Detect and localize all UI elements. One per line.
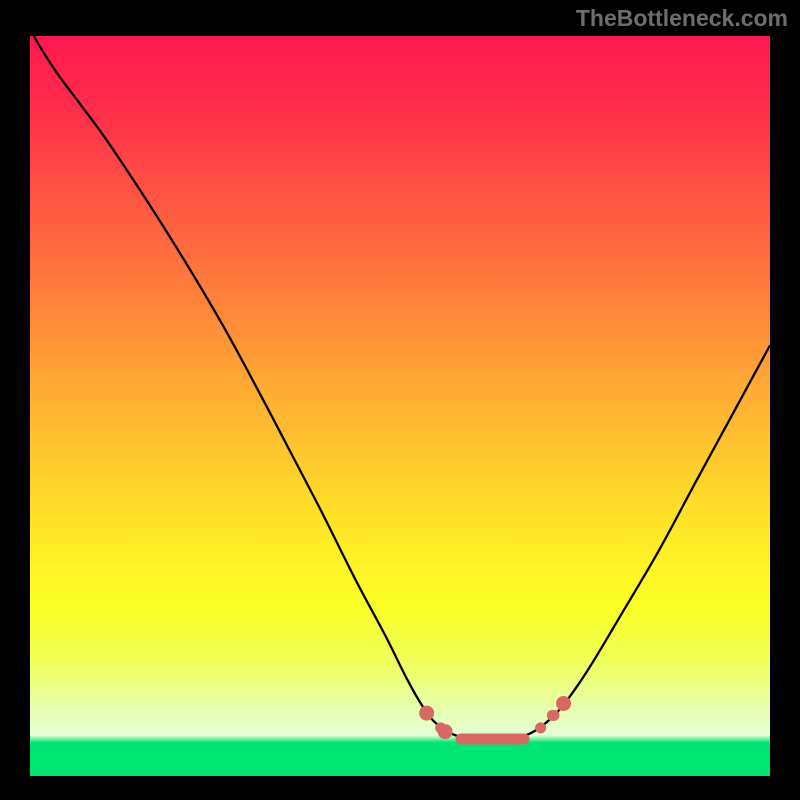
marker-dot [557,696,571,710]
marker-dot [438,725,452,739]
chart-stage: TheBottleneck.com [0,0,800,800]
marker-vbar [547,710,560,721]
bottleneck-chart [0,0,800,800]
marker-hbar [456,734,530,745]
watermark-text: TheBottleneck.com [576,5,788,32]
marker-vbar [535,722,546,733]
marker-dot [420,706,434,720]
